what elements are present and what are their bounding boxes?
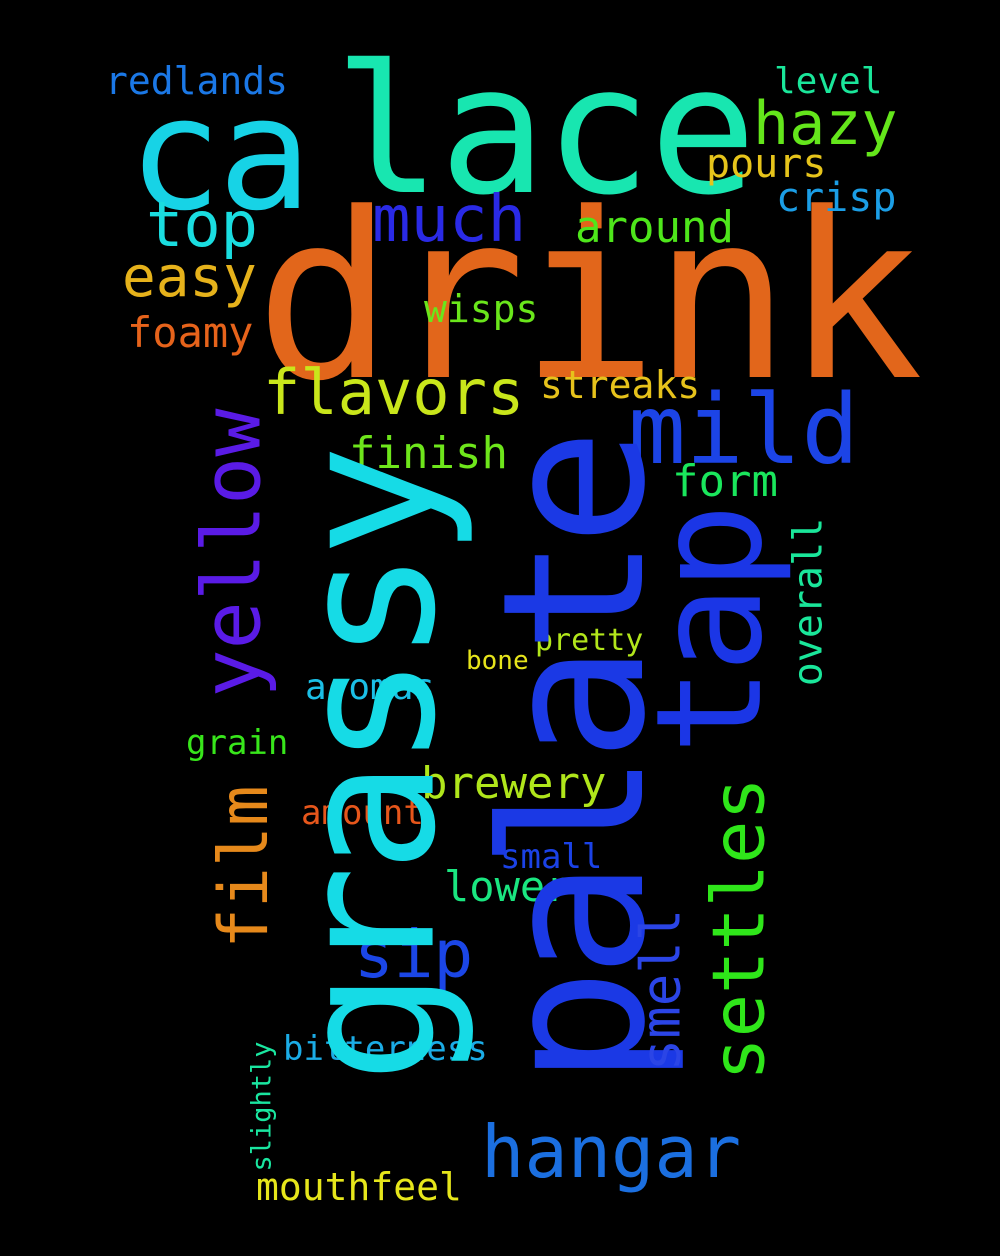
word-drink: drink xyxy=(255,165,923,432)
word-amount: amount xyxy=(301,793,424,833)
word-foamy: foamy xyxy=(127,308,254,357)
word-lower: lower xyxy=(444,862,571,911)
word-level: level xyxy=(774,61,883,102)
word-grassy: grassy xyxy=(258,452,478,1084)
word-grain: grain xyxy=(186,723,289,763)
word-hangar: hangar xyxy=(481,1110,742,1194)
word-aromas: aromas xyxy=(305,667,436,708)
word-settles: settles xyxy=(696,777,781,1081)
word-pretty: pretty xyxy=(535,623,644,658)
word-wisps: wisps xyxy=(424,287,539,331)
word-crisp: crisp xyxy=(776,175,897,221)
word-ca: ca xyxy=(128,63,312,245)
word-redlands: redlands xyxy=(105,59,289,103)
word-easy: easy xyxy=(122,245,257,310)
word-much: much xyxy=(372,183,527,257)
word-flavors: flavors xyxy=(263,356,525,429)
word-finish: finish xyxy=(349,428,508,479)
word-lace: lace xyxy=(334,27,757,234)
word-around: around xyxy=(575,202,734,253)
word-yellow: yellow xyxy=(184,408,278,698)
word-slightly: slightly xyxy=(246,1040,278,1172)
word-film: film xyxy=(204,785,284,949)
word-smell: smell xyxy=(628,908,692,1072)
word-sip: sip xyxy=(354,916,474,993)
word-streaks: streaks xyxy=(540,363,701,407)
word-form: form xyxy=(672,456,778,507)
word-mild: mild xyxy=(628,374,860,486)
word-brewery: brewery xyxy=(421,758,607,809)
word-pours: pours xyxy=(706,141,827,187)
word-overall: overall xyxy=(784,517,831,687)
word-hazy: hazy xyxy=(753,89,898,159)
word-mouthfeel: mouthfeel xyxy=(256,1165,462,1209)
word-bitterness: bitterness xyxy=(283,1029,488,1069)
word-tap: tap xyxy=(624,509,795,755)
word-top: top xyxy=(146,188,258,261)
word-bone: bone xyxy=(466,646,529,676)
word-small: small xyxy=(500,837,603,877)
